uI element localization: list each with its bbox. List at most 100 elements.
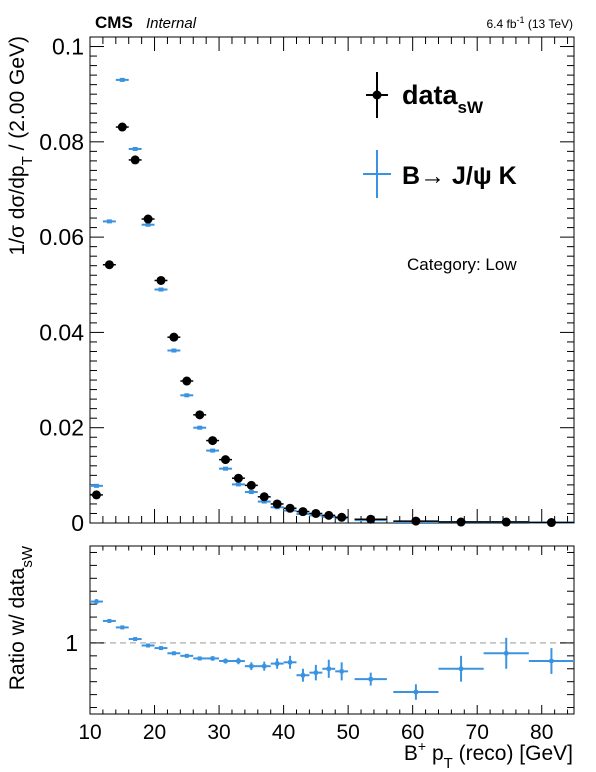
ratio-point: [483, 637, 529, 669]
category-label: Category: Low: [407, 255, 517, 274]
ratio-point: [322, 659, 336, 678]
ratio-point: [231, 657, 245, 665]
data-point: [231, 473, 245, 483]
ratio-data-marks: [90, 598, 574, 700]
main-y-tick-label: 0.1: [52, 34, 84, 60]
lumi-label: 6.4 fb-1 (13 TeV): [486, 15, 573, 31]
data-point: [322, 510, 336, 520]
mc-point: [231, 482, 245, 487]
data-point: [393, 516, 439, 526]
data-point: [206, 436, 220, 446]
data-point: [90, 490, 103, 500]
ratio-point: [102, 618, 116, 623]
x-tick-labels: 10 20 30 40 50 60 70 80: [78, 721, 553, 744]
ratio-axis-ticks: [89, 546, 574, 714]
data-point: [528, 518, 574, 528]
ratio-point: [438, 655, 484, 682]
mc-point: [219, 466, 232, 471]
ratio-y-tick-label: 1: [65, 630, 78, 656]
data-point: [335, 512, 349, 522]
main-axis-ticks: [89, 37, 574, 524]
mc-point: [128, 146, 142, 151]
data-point: [219, 455, 232, 465]
legend-mc-label: B→ J/ψ K: [402, 162, 517, 190]
ratio-point: [393, 684, 439, 700]
ratio-plot-frame: [89, 545, 575, 715]
main-y-axis-label: 1/σ dσ/dpT / (2.00 GeV): [6, 36, 36, 256]
x-tick-label: 60: [401, 721, 424, 744]
ratio-point: [528, 648, 574, 674]
data-point: [354, 514, 387, 524]
ratio-point: [154, 646, 168, 651]
data-point: [483, 517, 529, 527]
data-point: [128, 155, 142, 165]
ratio-point: [141, 643, 155, 648]
ratio-point: [115, 625, 129, 630]
x-tick-label: 10: [78, 721, 101, 744]
ratio-y-tick-labels: 1: [65, 630, 78, 656]
ratio-point: [270, 658, 284, 669]
main-y-tick-label: 0.04: [39, 319, 84, 345]
mc-point: [154, 287, 168, 292]
main-y-tick-label: 0.02: [39, 415, 84, 441]
mc-point: [244, 490, 258, 495]
data-point: [244, 480, 258, 490]
main-y-tick-label: 0.08: [39, 129, 84, 155]
ratio-point: [309, 664, 323, 681]
legend: datasW B→ J/ψ K Category: Low: [363, 72, 517, 274]
x-tick-label: 40: [272, 721, 295, 744]
main-plot-frame: [89, 36, 575, 524]
mc-point: [206, 448, 220, 453]
x-tick-label: 20: [143, 721, 166, 744]
data-point: [283, 503, 297, 513]
ratio-point: [296, 668, 310, 682]
ratio-point: [219, 658, 232, 664]
ratio-point: [193, 656, 207, 661]
cms-label: CMS: [95, 13, 133, 32]
mc-point: [141, 222, 155, 227]
data-point: [154, 275, 168, 285]
ratio-point: [180, 653, 194, 658]
ratio-point: [354, 672, 387, 686]
data-point: [115, 122, 129, 132]
ratio-point: [283, 655, 297, 669]
ratio-point: [90, 598, 103, 605]
mc-point: [257, 499, 271, 504]
ratio-point: [167, 651, 181, 656]
x-axis-label: B+ pT (reco) [GeV]: [404, 738, 573, 772]
ratio-point: [257, 661, 271, 671]
data-point: [141, 214, 155, 224]
data-point: [102, 260, 116, 270]
mc-point: [167, 348, 181, 353]
ratio-y-axis-label: Ratio w/ datasW: [6, 545, 36, 690]
legend-data-marker-dot: [372, 90, 382, 100]
main-y-tick-labels: 0 0.02 0.04 0.06 0.08 0.1: [39, 34, 84, 536]
main-y-tick-label: 0.06: [39, 224, 84, 250]
data-point: [309, 508, 323, 518]
ratio-point: [244, 662, 258, 671]
ratio-point: [128, 637, 142, 642]
mc-point: [90, 483, 103, 488]
x-tick-label: 80: [530, 721, 553, 744]
main-data-marks: [90, 77, 574, 528]
data-point: [193, 410, 207, 420]
mc-point: [102, 219, 116, 224]
status-label: Internal: [146, 15, 197, 32]
ratio-point: [206, 656, 220, 661]
data-point: [438, 517, 484, 527]
mc-point: [193, 425, 207, 430]
x-tick-label: 30: [207, 721, 230, 744]
x-tick-label: 50: [336, 721, 359, 744]
mc-point: [115, 77, 129, 82]
data-point: [180, 376, 194, 386]
main-y-tick-label: 0: [71, 510, 84, 536]
x-tick-label: 70: [466, 721, 489, 744]
ratio-point: [335, 662, 349, 681]
legend-data-label: datasW: [402, 80, 484, 117]
data-point: [270, 499, 284, 509]
data-point: [167, 332, 181, 342]
data-point: [296, 507, 310, 517]
data-point: [257, 492, 271, 502]
mc-point: [180, 393, 194, 398]
